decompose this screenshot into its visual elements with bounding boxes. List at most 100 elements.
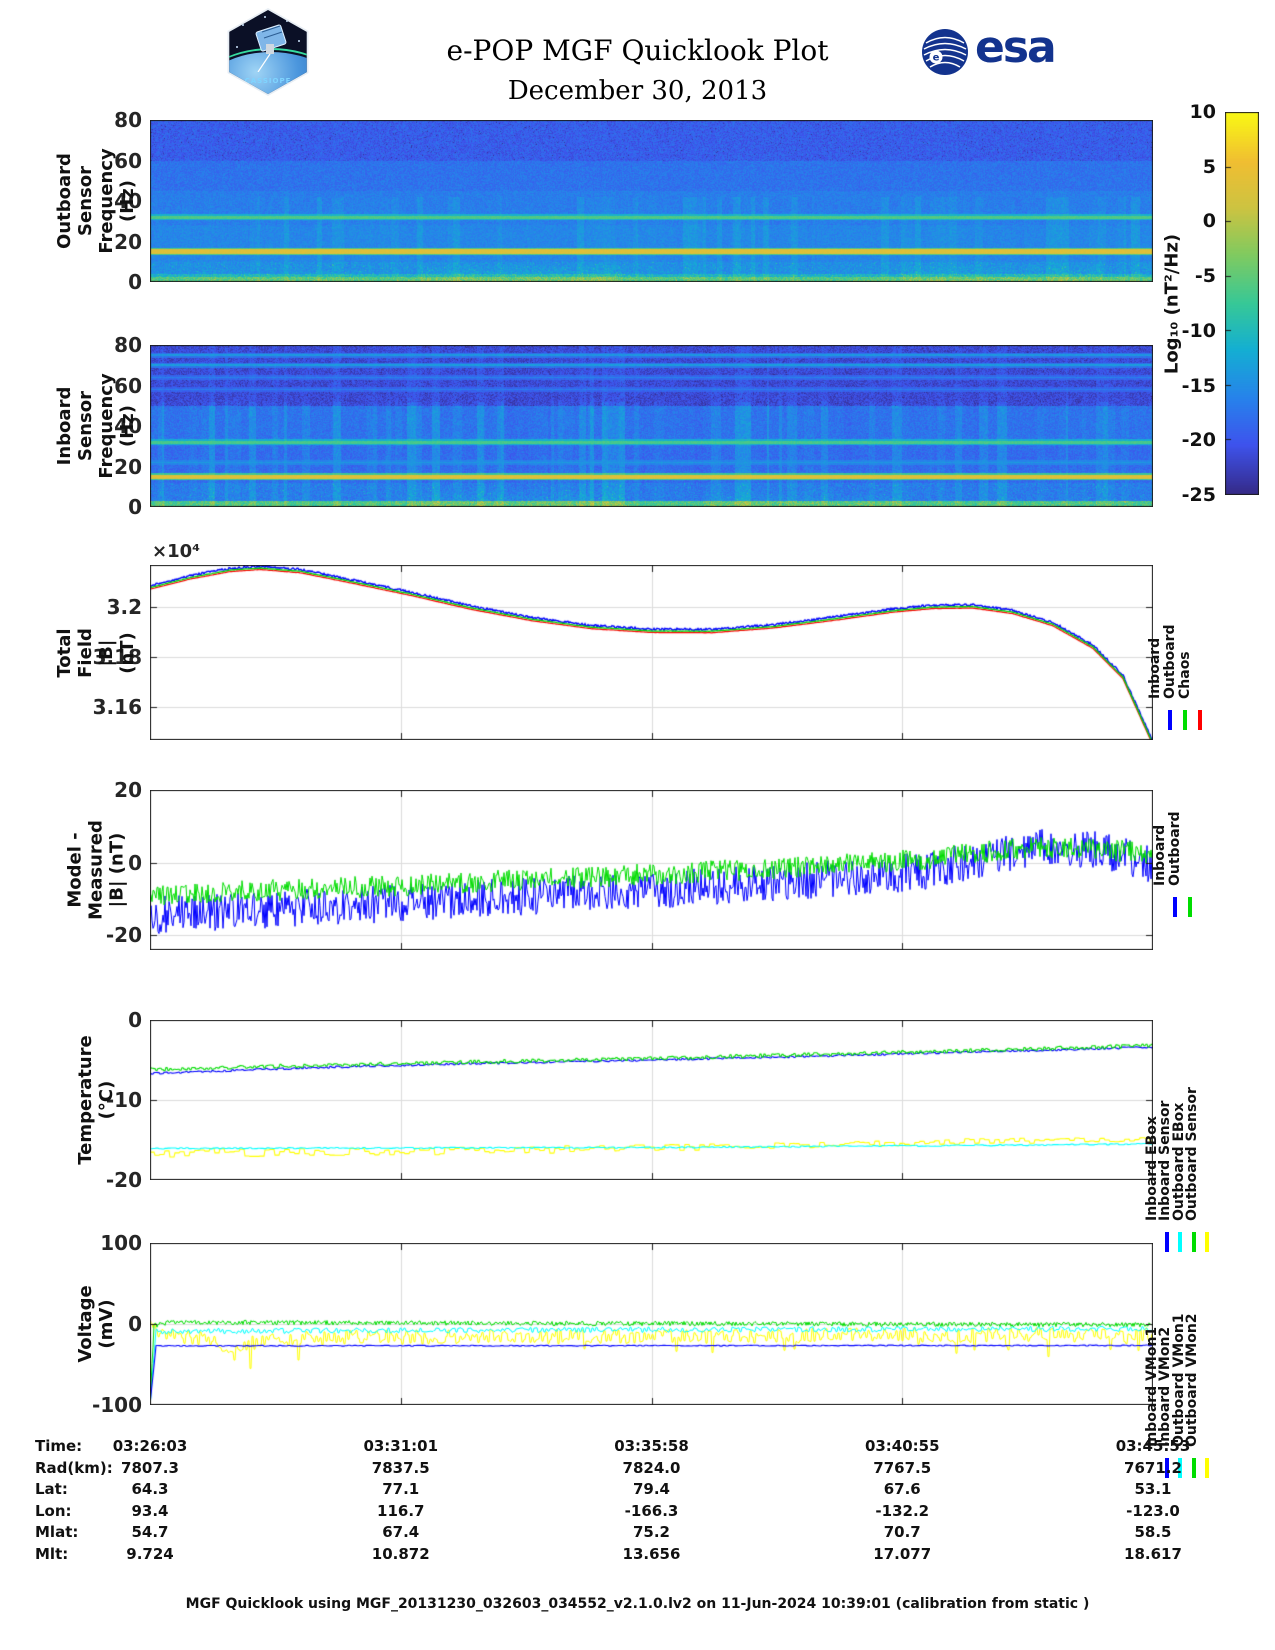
total_field-legend-swatch — [1168, 710, 1172, 730]
colorbar-tick: 5 — [1202, 155, 1216, 178]
model_minus_measured-legend-swatch — [1188, 897, 1192, 917]
svg-text:e: e — [933, 53, 940, 64]
ephemeris-value: 7837.5 — [371, 1458, 430, 1477]
star-dot — [286, 20, 288, 22]
model_minus_measured-ytick: 20 — [114, 778, 142, 802]
colorbar-gradient — [1225, 112, 1259, 495]
temperature-legend-swatch — [1191, 1232, 1196, 1252]
inboard_spectrogram-ytick: 40 — [114, 414, 142, 438]
inboard_spectrogram-ytick: 80 — [114, 333, 142, 357]
temperature-ytick: 0 — [128, 1008, 142, 1032]
temperature-legend-swatch — [1205, 1232, 1210, 1252]
voltage-legend-swatch — [1165, 1458, 1169, 1478]
ephemeris-value: 7671.2 — [1124, 1458, 1182, 1477]
colorbar-label-text: Log₁₀ (nT²/Hz) — [1161, 233, 1183, 374]
ephemeris-value: -123.0 — [1126, 1501, 1180, 1520]
ephemeris-value: 03:35:58 — [614, 1437, 689, 1455]
outboard_spectrogram-ytick: 80 — [114, 108, 142, 132]
footer-caption: MGF Quicklook using MGF_20131230_032603_… — [185, 1596, 1090, 1612]
ephemeris-value: 10.872 — [371, 1544, 430, 1563]
esa-logo: e esa — [921, 22, 1057, 78]
satellite-icon — [255, 24, 287, 72]
voltage-legend-swatch — [1205, 1458, 1210, 1478]
ephemeris-value: 67.6 — [883, 1480, 921, 1498]
ephemeris-value: 13.656 — [622, 1544, 681, 1563]
total_field-ytick: 3.18 — [92, 644, 142, 669]
model_minus_measured-legend-swatch — [1173, 897, 1177, 917]
voltage-legend-swatch — [1178, 1458, 1183, 1478]
temperature-canvas — [150, 1020, 1153, 1180]
ephemeris-value: -132.2 — [875, 1501, 930, 1520]
total_field-ytick: 3.16 — [92, 695, 142, 720]
outboard_spectrogram-ytick: 60 — [114, 148, 142, 173]
ephemeris-value: 79.4 — [632, 1480, 670, 1498]
colorbar-tick: -15 — [1181, 374, 1216, 397]
model_minus_measured-ytick: 0 — [128, 850, 142, 875]
ephemeris-value: 03:45:53 — [1115, 1437, 1191, 1455]
ephemeris-value: 58.5 — [1134, 1523, 1172, 1541]
total_field-legend-label: Outboard — [1162, 624, 1178, 699]
total_field-axis-multiplier: ×10⁴ — [152, 541, 201, 562]
voltage-legend-label: Outboard VMon2 — [1184, 1313, 1201, 1447]
cassiope-label: CASSIOPE — [244, 77, 292, 85]
page-title: e-POP MGF Quicklook Plot — [446, 34, 829, 67]
colorbar-tick: -10 — [1181, 319, 1216, 342]
page-subtitle: December 30, 2013 — [507, 76, 768, 106]
ephemeris-value: 9.724 — [126, 1544, 174, 1563]
ephemeris-value: 93.4 — [131, 1501, 169, 1520]
voltage-ytick: 100 — [100, 1231, 142, 1255]
total_field-legend-label: Chaos — [1177, 651, 1193, 699]
voltage-ytick: 0 — [128, 1312, 142, 1336]
colorbar-tick: -20 — [1181, 429, 1216, 452]
model_minus_measured-ytick: -20 — [105, 923, 142, 948]
ephemeris-value: 75.2 — [632, 1523, 670, 1541]
inboard_spectrogram-ytick: 20 — [114, 454, 142, 479]
star-dot — [242, 24, 244, 26]
ephemeris-row-label: Mlat: — [35, 1523, 79, 1541]
ephemeris-value: 53.1 — [1134, 1480, 1172, 1498]
ephemeris-row-label: Time: — [35, 1437, 83, 1455]
colorbar-tick: 10 — [1189, 101, 1216, 123]
outboard_spectrogram-ytick: 0 — [128, 270, 142, 294]
ephemeris-value: 70.7 — [883, 1523, 921, 1541]
temperature-legend-label: Outboard Sensor — [1184, 1087, 1201, 1221]
ephemeris-value: 116.7 — [377, 1501, 425, 1520]
inboard_spectrogram-ytick: 0 — [128, 495, 142, 519]
temperature-ylabel-text: Temperature (°C) — [75, 1035, 117, 1165]
ephemeris-value: 67.4 — [382, 1523, 420, 1541]
ephemeris-value: 7767.5 — [873, 1458, 932, 1477]
total_field-legend-label: Inboard — [1147, 637, 1163, 699]
model_minus_measured-legend-label: Outboard — [1167, 811, 1183, 886]
outboard_spectrogram-ytick: 20 — [114, 229, 142, 254]
outboard_spectrogram-ytick: 40 — [114, 189, 142, 213]
total_field-legend-swatch — [1198, 710, 1202, 730]
star-dot — [236, 46, 238, 48]
model_minus_measured-legend-label: Inboard — [1152, 824, 1168, 886]
ephemeris-value: -166.3 — [624, 1501, 679, 1520]
ephemeris-row-label: Mlt: — [35, 1544, 69, 1563]
ephemeris-row-label: Lon: — [35, 1501, 72, 1520]
esa-wordmark: esa — [975, 22, 1057, 73]
inboard_spectrogram-canvas — [150, 345, 1153, 507]
inboard_spectrogram-ytick: 60 — [114, 373, 142, 398]
ephemeris-row-label: Rad(km): — [35, 1458, 113, 1477]
model_minus_measured-canvas — [150, 790, 1153, 950]
cassiope-logo: CASSIOPE — [222, 8, 314, 96]
voltage-canvas — [150, 1243, 1153, 1405]
ephemeris-value: 54.7 — [131, 1523, 169, 1541]
temperature-ytick: -20 — [105, 1168, 142, 1192]
ephemeris-value: 03:31:01 — [363, 1437, 439, 1455]
star-dot — [298, 40, 300, 42]
ephemeris-row-label: Lat: — [35, 1480, 68, 1498]
total_field-legend-swatch — [1183, 710, 1187, 730]
total_field-ytick: 3.2 — [106, 594, 142, 619]
ephemeris-value: 18.617 — [1124, 1544, 1182, 1563]
total_field-ylabel-text: Total Field |B| (nT) — [54, 627, 138, 678]
temperature-legend-swatch — [1178, 1232, 1183, 1252]
temperature-legend-swatch — [1165, 1232, 1169, 1252]
outboard_spectrogram-canvas — [150, 120, 1153, 282]
colorbar-tick: -5 — [1194, 265, 1216, 288]
ephemeris-value: 03:26:03 — [112, 1437, 188, 1455]
voltage-ylabel-text: Voltage (mV) — [75, 1285, 117, 1363]
